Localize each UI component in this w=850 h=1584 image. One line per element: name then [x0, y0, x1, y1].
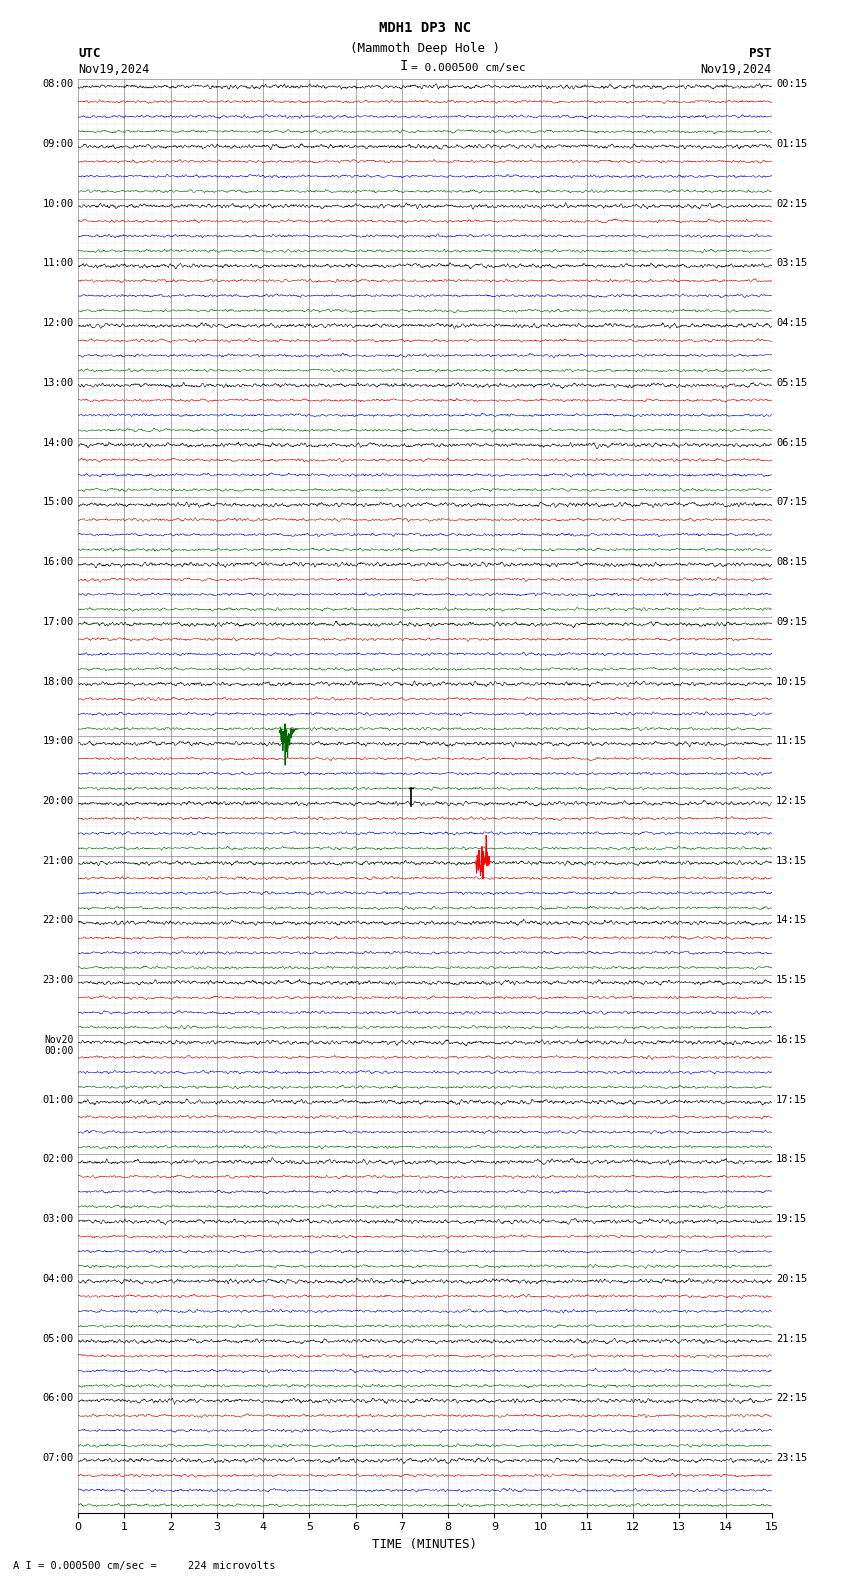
Text: 06:15: 06:15 — [776, 437, 808, 448]
Text: (Mammoth Deep Hole ): (Mammoth Deep Hole ) — [350, 43, 500, 55]
Text: 14:15: 14:15 — [776, 916, 808, 925]
Text: 11:00: 11:00 — [42, 258, 74, 268]
Text: 11:15: 11:15 — [776, 737, 808, 746]
Text: 12:15: 12:15 — [776, 795, 808, 806]
Text: A I = 0.000500 cm/sec =     224 microvolts: A I = 0.000500 cm/sec = 224 microvolts — [13, 1562, 275, 1571]
Text: = 0.000500 cm/sec: = 0.000500 cm/sec — [411, 63, 525, 73]
Text: 23:15: 23:15 — [776, 1453, 808, 1464]
Text: 16:15: 16:15 — [776, 1034, 808, 1045]
Text: 07:00: 07:00 — [42, 1453, 74, 1464]
Text: 17:15: 17:15 — [776, 1095, 808, 1104]
Text: 14:00: 14:00 — [42, 437, 74, 448]
Text: 18:00: 18:00 — [42, 676, 74, 686]
Text: 15:15: 15:15 — [776, 976, 808, 985]
Text: 19:15: 19:15 — [776, 1213, 808, 1224]
Text: 05:15: 05:15 — [776, 379, 808, 388]
Text: 09:15: 09:15 — [776, 616, 808, 627]
Text: 22:00: 22:00 — [42, 916, 74, 925]
Text: 16:00: 16:00 — [42, 558, 74, 567]
Text: 19:00: 19:00 — [42, 737, 74, 746]
Text: 18:15: 18:15 — [776, 1155, 808, 1164]
Text: 21:15: 21:15 — [776, 1334, 808, 1343]
Text: 01:15: 01:15 — [776, 139, 808, 149]
Text: 09:00: 09:00 — [42, 139, 74, 149]
Text: 00:15: 00:15 — [776, 79, 808, 89]
Text: 10:00: 10:00 — [42, 198, 74, 209]
Text: 02:15: 02:15 — [776, 198, 808, 209]
Text: 07:15: 07:15 — [776, 497, 808, 507]
Text: PST: PST — [750, 48, 772, 60]
Text: 21:00: 21:00 — [42, 855, 74, 866]
Text: UTC: UTC — [78, 48, 100, 60]
Text: I: I — [400, 59, 408, 73]
Text: 20:15: 20:15 — [776, 1274, 808, 1283]
Text: 22:15: 22:15 — [776, 1394, 808, 1403]
X-axis label: TIME (MINUTES): TIME (MINUTES) — [372, 1538, 478, 1551]
Text: 04:15: 04:15 — [776, 318, 808, 328]
Text: 10:15: 10:15 — [776, 676, 808, 686]
Text: 08:00: 08:00 — [42, 79, 74, 89]
Text: MDH1 DP3 NC: MDH1 DP3 NC — [379, 21, 471, 35]
Text: 03:00: 03:00 — [42, 1213, 74, 1224]
Text: Nov19,2024: Nov19,2024 — [700, 63, 772, 76]
Text: 02:00: 02:00 — [42, 1155, 74, 1164]
Text: 06:00: 06:00 — [42, 1394, 74, 1403]
Text: 03:15: 03:15 — [776, 258, 808, 268]
Text: 05:00: 05:00 — [42, 1334, 74, 1343]
Text: 13:15: 13:15 — [776, 855, 808, 866]
Text: 12:00: 12:00 — [42, 318, 74, 328]
Text: Nov19,2024: Nov19,2024 — [78, 63, 150, 76]
Text: 15:00: 15:00 — [42, 497, 74, 507]
Text: Nov20
00:00: Nov20 00:00 — [44, 1034, 74, 1057]
Text: 17:00: 17:00 — [42, 616, 74, 627]
Text: 13:00: 13:00 — [42, 379, 74, 388]
Text: 04:00: 04:00 — [42, 1274, 74, 1283]
Text: 01:00: 01:00 — [42, 1095, 74, 1104]
Text: 23:00: 23:00 — [42, 976, 74, 985]
Text: 20:00: 20:00 — [42, 795, 74, 806]
Text: 08:15: 08:15 — [776, 558, 808, 567]
